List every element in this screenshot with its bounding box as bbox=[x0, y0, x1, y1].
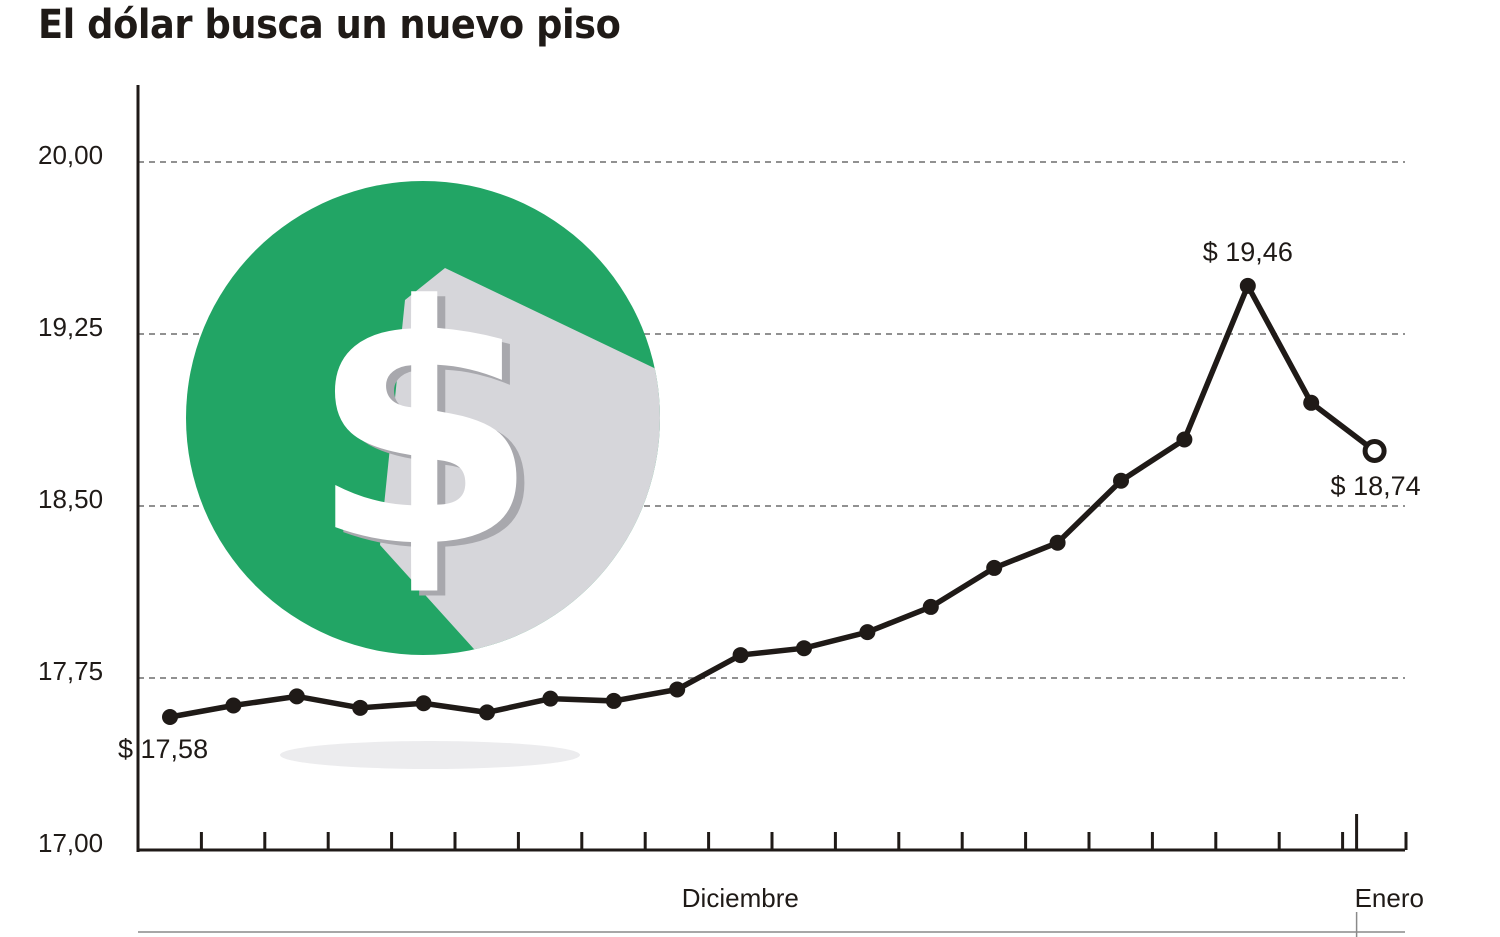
data-label: $ 19,46 bbox=[1203, 237, 1293, 267]
data-point bbox=[796, 640, 812, 657]
data-points bbox=[162, 277, 1387, 725]
data-point bbox=[1239, 277, 1256, 294]
data-point bbox=[669, 681, 686, 698]
data-point bbox=[352, 699, 369, 716]
data-labels: $ 17,58 $ 19,46 $ 18,74 bbox=[118, 237, 1421, 764]
dollar-coin-icon: $ $ bbox=[186, 181, 660, 769]
data-point bbox=[1176, 431, 1193, 448]
y-tick-label: 17,75 bbox=[38, 656, 103, 686]
series-line-path bbox=[169, 279, 1377, 720]
y-tick-label: 19,25 bbox=[38, 312, 103, 342]
month-label: Diciembre bbox=[682, 883, 799, 913]
data-point-last bbox=[1362, 438, 1387, 463]
data-point bbox=[1113, 472, 1129, 489]
data-label: $ 18,74 bbox=[1331, 471, 1421, 501]
data-point bbox=[479, 704, 495, 721]
data-point bbox=[859, 624, 876, 641]
month-label: Enero bbox=[1355, 883, 1424, 913]
y-axis-labels: 17,00 17,75 18,50 19,25 20,00 bbox=[38, 140, 103, 858]
y-tick-label: 18,50 bbox=[38, 484, 103, 514]
data-point bbox=[1049, 534, 1066, 551]
y-tick-label: 17,00 bbox=[38, 828, 103, 858]
data-point bbox=[288, 688, 305, 705]
data-point bbox=[605, 692, 622, 709]
data-point bbox=[415, 695, 432, 712]
data-point bbox=[922, 598, 939, 615]
data-point bbox=[1303, 394, 1320, 411]
svg-text:$: $ bbox=[317, 241, 547, 625]
x-axis-ticks bbox=[199, 814, 1408, 937]
data-point bbox=[225, 697, 242, 714]
series-line bbox=[169, 279, 1377, 720]
data-point bbox=[162, 708, 178, 725]
data-label: $ 17,58 bbox=[118, 734, 208, 764]
y-tick-label: 20,00 bbox=[38, 140, 103, 170]
data-point bbox=[986, 559, 1003, 576]
data-point bbox=[542, 690, 559, 707]
month-labels: Diciembre Enero bbox=[682, 883, 1424, 913]
chart-title: El dólar busca un nuevo piso bbox=[38, 2, 621, 48]
data-point bbox=[732, 647, 749, 664]
svg-text:$: $ bbox=[309, 236, 539, 620]
